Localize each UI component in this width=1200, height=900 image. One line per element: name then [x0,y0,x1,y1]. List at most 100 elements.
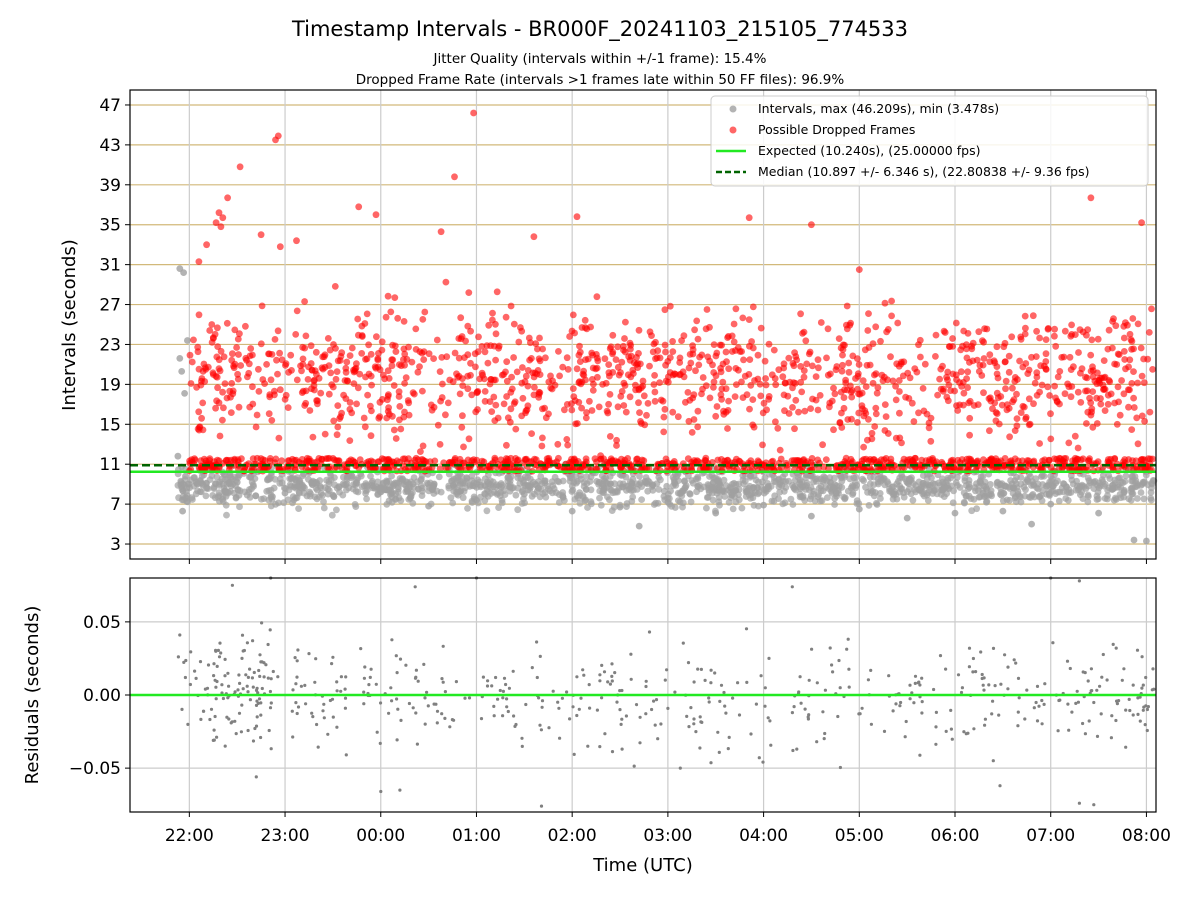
interval-point [877,477,885,485]
residual-point [960,686,965,690]
dropped-frame-point [392,435,400,442]
dropped-frame-point [521,455,529,463]
interval-point [437,488,445,496]
interval-point [1028,520,1035,528]
interval-point [924,497,932,504]
bottom-ytick-label: 0.00 [83,686,121,706]
interval-point [806,495,814,503]
dropped-frame-point [1036,440,1043,447]
dropped-frame-point [868,429,876,437]
residual-point [629,677,633,681]
dropped-frame-point [652,338,659,346]
interval-point [329,491,337,499]
dropped-frame-point [276,386,284,394]
dropped-frame-point [940,385,947,393]
interval-point [770,498,778,505]
dropped-frame-point [1130,394,1137,402]
dropped-frame-point [511,398,519,406]
interval-point [388,472,395,480]
residual-point [239,730,243,734]
interval-point [660,487,668,495]
dropped-frame-point [1061,327,1069,335]
dropped-frame-point [980,338,987,346]
dropped-frame-point [299,387,307,395]
dropped-frame-point [193,383,201,391]
dropped-frame-point [1025,395,1033,403]
dropped-frame-point [213,397,221,405]
residual-point [368,675,372,680]
interval-point [747,495,754,502]
residual-point [700,720,704,725]
interval-point [202,492,210,500]
interval-point [1074,482,1081,490]
dropped-frame-point [761,357,769,365]
interval-point [629,482,637,490]
residual-point [246,728,250,733]
residual-point [727,735,731,740]
interval-point [782,478,790,485]
dropped-frame-point [960,389,968,397]
interval-point [206,476,214,483]
interval-point [1084,498,1092,506]
interval-point [495,504,502,511]
interval-point [941,484,949,491]
dropped-frame-point [1026,420,1034,428]
dropped-frame-point [799,330,806,337]
dropped-frame-point [328,381,336,388]
interval-point [425,502,432,510]
interval-point [704,494,712,501]
residual-point [719,683,724,687]
dropped-frame-point [993,410,1001,417]
interval-point [506,477,514,485]
residual-point [1095,688,1099,692]
dropped-frame-point [1129,315,1137,322]
dropped-frame-point [684,455,692,463]
residual-point [1135,648,1140,652]
residual-point [485,684,490,688]
interval-point [953,473,961,481]
interval-point [678,487,686,495]
interval-point [862,483,869,491]
interval-point [846,475,854,483]
interval-point [318,489,325,497]
dropped-frame-point [376,366,384,374]
dropped-frame-point [271,336,279,343]
dropped-frame-point [888,297,895,305]
dropped-frame-point [583,409,590,416]
residual-point [600,696,604,700]
residual-point [916,681,920,685]
dropped-frame-point [1001,358,1009,366]
dropped-frame-point [1094,335,1102,343]
dropped-frame-point [842,454,850,462]
interval-point [551,473,559,481]
interval-point [182,472,189,480]
interval-point [278,479,286,487]
residual-point [259,713,263,717]
interval-point [377,485,385,493]
interval-point [587,498,595,506]
residual-point [295,675,299,679]
residual-point [423,722,427,726]
dropped-frame-point [273,356,280,364]
interval-point [900,489,907,497]
dropped-frame-point [685,417,693,425]
interval-point [1142,471,1150,479]
legend-grey-marker [729,105,737,113]
residual-point [257,668,261,673]
dropped-frame-point [212,404,220,412]
dropped-frame-point [848,458,856,465]
dropped-frame-point [301,298,308,305]
dropped-frame-point [486,398,494,405]
residual-point [736,681,740,685]
residual-point [815,681,819,685]
dropped-frame-point [371,363,379,371]
dropped-frame-point [1071,454,1079,462]
interval-point [716,501,723,509]
residual-point [993,684,997,688]
dropped-frame-point [1006,433,1013,441]
dropped-frame-point [530,391,538,399]
interval-point [815,484,823,492]
residual-point [934,725,938,729]
dropped-frame-point [1039,457,1046,465]
